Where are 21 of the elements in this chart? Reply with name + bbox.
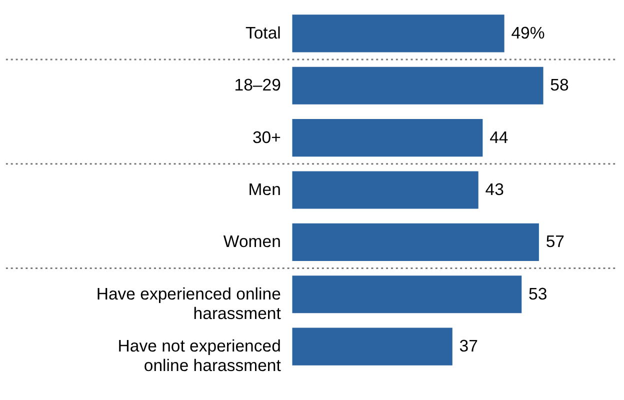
bar: [292, 276, 522, 314]
data-label: 57: [546, 232, 565, 252]
y-tick-label: 18–29: [234, 76, 281, 95]
bar: [292, 119, 483, 157]
data-label: 44: [490, 128, 508, 147]
data-label: 43: [485, 180, 504, 199]
data-label: 53: [528, 284, 548, 304]
bar: [292, 328, 452, 366]
y-tick-label: Have not experienced online harassment: [118, 336, 282, 376]
data-label: 37: [459, 336, 478, 356]
bar: [292, 223, 539, 261]
data-label: 49%: [511, 23, 545, 42]
data-label: 58: [550, 76, 569, 95]
bar: [292, 14, 504, 52]
y-tick-label: Men: [248, 180, 281, 199]
bar: [292, 66, 544, 104]
y-tick-label: Women: [223, 232, 281, 252]
bar: [292, 171, 478, 209]
y-tick-label: Total: [245, 23, 281, 42]
y-tick-label: Have experienced online harassment: [96, 284, 282, 324]
y-tick-label: 30+: [252, 128, 281, 147]
